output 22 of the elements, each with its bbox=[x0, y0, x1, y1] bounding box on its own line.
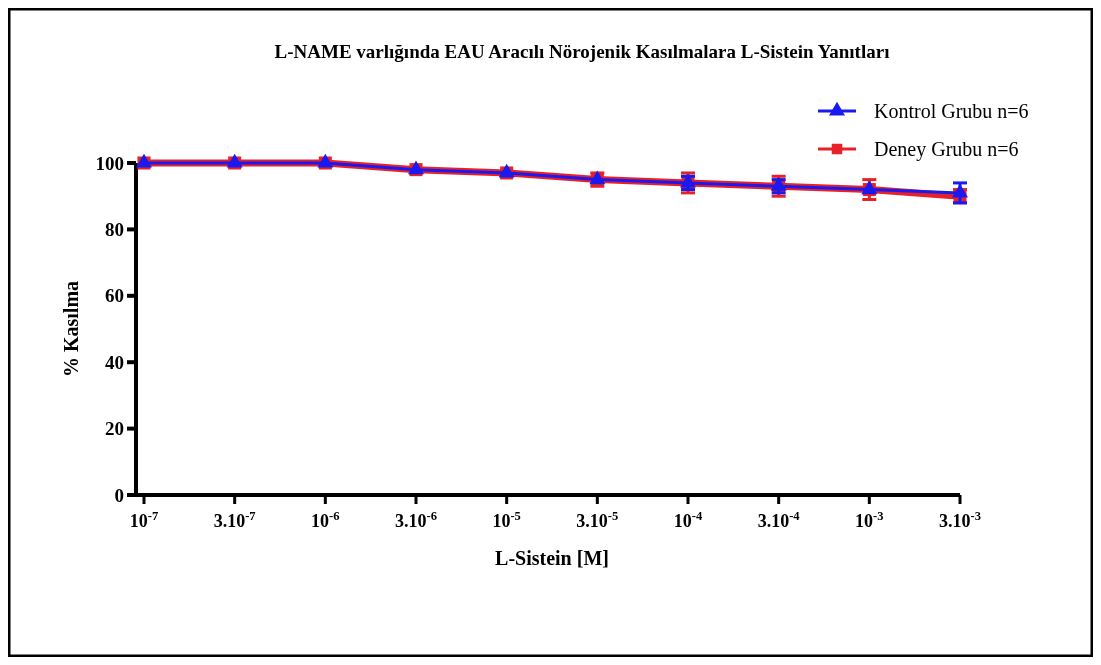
chart-title: L-NAME varlığında EAU Aracılı Nörojenik Kasılmalara L-Sistein Yanıtları bbox=[274, 41, 890, 62]
x-tick-label: 10$^{-5}$ bbox=[492, 509, 521, 531]
y-axis-title: % Kasılma bbox=[60, 280, 82, 378]
legend-label: Kontrol Grubu n=6 bbox=[874, 100, 1029, 122]
y-tick-label: 40 bbox=[105, 351, 124, 373]
x-tick-label: 10$^{-7}$ bbox=[129, 509, 159, 531]
x-tick-label: 3.10$^{-7}$ bbox=[213, 509, 256, 531]
x-tick-label: 10$^{-4}$ bbox=[673, 509, 703, 531]
legend-label: Deney Grubu n=6 bbox=[874, 138, 1019, 161]
y-tick-label: 100 bbox=[95, 152, 124, 174]
x-tick-label: 3.10$^{-6}$ bbox=[395, 509, 437, 531]
y-tick-label: 20 bbox=[105, 418, 124, 440]
x-tick-label: 10$^{-3}$ bbox=[855, 509, 884, 531]
y-tick-label: 80 bbox=[105, 219, 124, 241]
x-tick-label: 3.10$^{-3}$ bbox=[939, 509, 981, 531]
y-tick-label: 0 bbox=[114, 484, 124, 506]
y-tick-label: 60 bbox=[105, 285, 124, 307]
point bbox=[952, 183, 968, 198]
x-tick-label: 10$^{-6}$ bbox=[311, 509, 340, 531]
x-tick-label: 3.10$^{-5}$ bbox=[576, 509, 619, 531]
x-tick-label: 3.10$^{-4}$ bbox=[757, 509, 801, 531]
x-axis-title: L-Sistein [M] bbox=[495, 547, 609, 569]
